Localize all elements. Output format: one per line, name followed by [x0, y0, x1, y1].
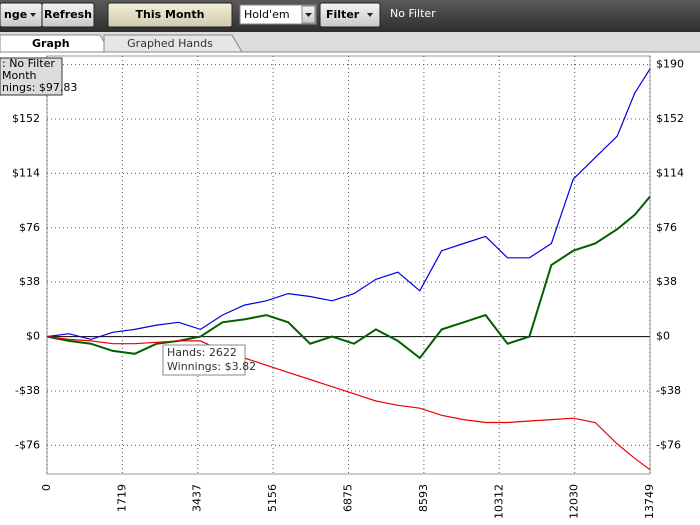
hover-box — [162, 344, 246, 376]
y-tick-label: $0 — [26, 330, 40, 343]
x-tick-label: 13749 — [643, 484, 656, 519]
y-tick-label: $38 — [19, 275, 40, 288]
button[interactable] — [107, 2, 233, 28]
y-tick-label: -$38 — [15, 384, 40, 397]
arrow — [305, 13, 312, 17]
summary-box — [0, 57, 63, 96]
x-tick-label: 12030 — [568, 484, 581, 519]
x-tick-label: 5156 — [266, 484, 279, 512]
y-tick-label: -$76 — [15, 438, 40, 451]
tab-label: Graph — [32, 37, 70, 50]
x-tick-label: 1719 — [115, 484, 128, 512]
select[interactable] — [239, 4, 317, 25]
y2-tick-label: -$76 — [656, 438, 681, 451]
tab-label: Graphed Hands — [127, 37, 213, 50]
y2-tick-label: $190 — [656, 58, 684, 71]
x-tick-label: 0 — [40, 484, 53, 491]
x-tick-label: 6875 — [342, 484, 355, 512]
series-line — [46, 195, 651, 360]
button-label: nge — [4, 8, 27, 21]
x-tick-label: 8593 — [417, 484, 430, 512]
button[interactable] — [41, 2, 95, 28]
y2-tick-label: $76 — [656, 221, 677, 234]
y2-tick-label: $152 — [656, 112, 684, 125]
filter-status: No Filter — [390, 7, 436, 20]
summary-text: Month — [2, 69, 37, 82]
y-tick-label: $114 — [12, 166, 40, 179]
select-value: Hold'em — [244, 8, 290, 21]
button-label: Refresh — [44, 8, 92, 21]
x-tick-label: 3437 — [191, 484, 204, 512]
hover-text: Winnings: $3.82 — [167, 360, 256, 373]
y2-tick-label: -$38 — [656, 384, 681, 397]
dropdown-arrow — [30, 13, 36, 17]
summary-text: : No Filter — [2, 57, 55, 70]
y2-tick-label: $114 — [656, 166, 684, 179]
series-line — [46, 68, 651, 341]
button-label: Filter — [326, 8, 360, 21]
button[interactable] — [319, 2, 381, 28]
y2-tick-label: $38 — [656, 275, 677, 288]
summary-text: nings: $97.83 — [2, 81, 77, 94]
series-line — [46, 336, 651, 471]
dropdown-arrow — [367, 13, 373, 17]
hover-text: Hands: 2622 — [167, 346, 237, 359]
x-tick-label: 10312 — [492, 484, 505, 519]
y-tick-label: $152 — [12, 112, 40, 125]
y2-tick-label: $0 — [656, 330, 670, 343]
button-label: This Month — [136, 8, 205, 21]
y-tick-label: $76 — [19, 221, 40, 234]
